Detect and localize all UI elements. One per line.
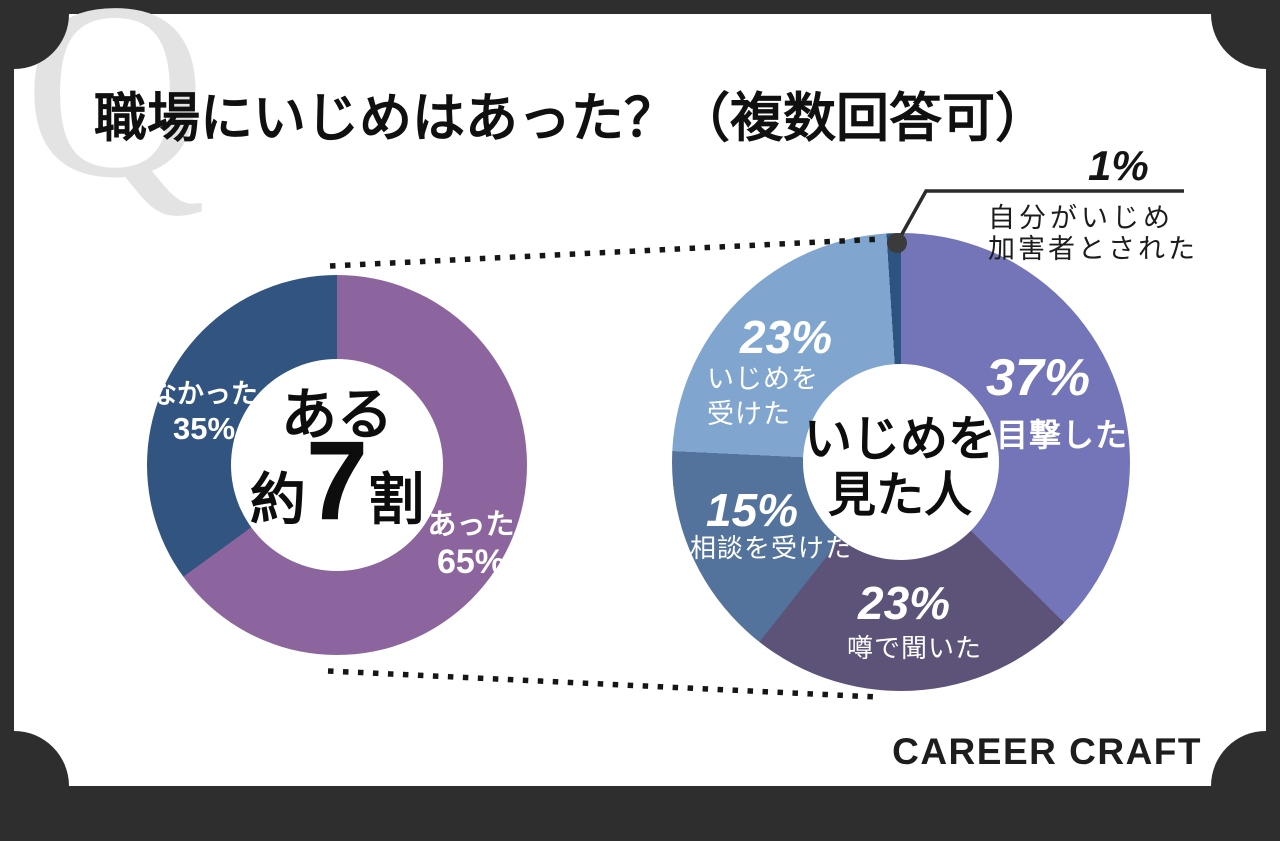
pie-label-uwasa-name: 噂で聞いた <box>847 633 983 663</box>
pie-center-circle <box>803 364 999 560</box>
donut-chart-overall <box>147 275 527 655</box>
brand-logo: CAREER CRAFT <box>892 731 1202 772</box>
donut-label-atta: あった 65% <box>412 501 530 582</box>
donut-label-nakatta-name: なかった <box>150 379 258 409</box>
donut-label-nakatta: なかった 35% <box>148 372 260 447</box>
page-title: 職場にいじめはあった？（複数回答可） <box>94 89 1048 148</box>
pie-label-soudan-pct: 15% <box>706 484 799 536</box>
pie-center-label: いじめを 見た人 <box>803 413 996 523</box>
pie-label-mokugeki-name: 目撃した <box>996 417 1129 453</box>
donut-center-approx: 約 <box>249 468 306 531</box>
pie-chart-witness-breakdown <box>672 233 1130 691</box>
pie-label-uketa-name: いじめを 受けた <box>707 364 819 430</box>
donut-label-atta-pct: 65% <box>436 543 506 581</box>
donut-label-atta-name: あった <box>427 509 515 541</box>
infographic-stage: Q 職場にいじめはあった？（複数回答可） ある 約 7 割 なかった 35% あ… <box>14 0 1266 786</box>
callout-text-line2: 加害者とされた <box>988 234 1198 264</box>
donut-hole <box>231 359 443 571</box>
pie-label-mokugeki-pct: 37% <box>986 349 1091 407</box>
donut-center-value: 約 7 割 <box>237 418 437 543</box>
pie-label-uwasa-pct: 23% <box>858 577 951 629</box>
donut-label-nakatta-pct: 35% <box>172 411 236 446</box>
pie-label-soudan-name: 相談を受けた <box>690 533 853 563</box>
donut-center-number: 7 <box>305 418 369 543</box>
donut-center-unit: 割 <box>368 468 425 531</box>
pie-label-uketa-pct: 23% <box>740 311 833 363</box>
callout-pct: 1% <box>1088 142 1149 189</box>
donut-center-word: ある <box>281 383 393 446</box>
